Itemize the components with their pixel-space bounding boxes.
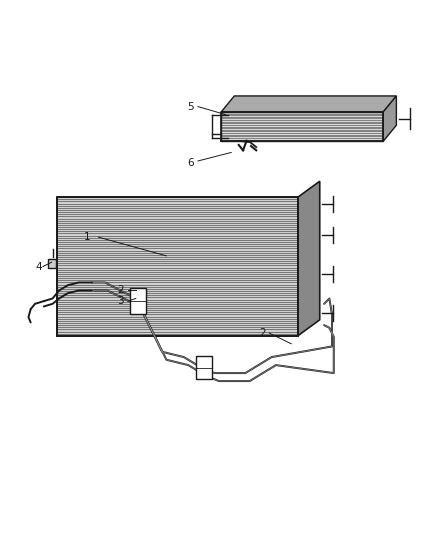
Text: 4: 4 bbox=[35, 262, 42, 271]
Text: 5: 5 bbox=[187, 102, 194, 111]
Text: 3: 3 bbox=[117, 296, 124, 306]
Text: 6: 6 bbox=[187, 158, 194, 167]
Bar bbox=[130, 288, 146, 314]
Text: 2: 2 bbox=[117, 286, 124, 295]
Polygon shape bbox=[221, 112, 383, 141]
Polygon shape bbox=[298, 181, 320, 336]
Text: 2: 2 bbox=[259, 328, 266, 338]
Polygon shape bbox=[383, 96, 396, 141]
Bar bbox=[196, 356, 212, 379]
Text: 1: 1 bbox=[84, 232, 91, 242]
Bar bbox=[48, 259, 56, 268]
Polygon shape bbox=[57, 197, 298, 336]
Polygon shape bbox=[221, 96, 396, 112]
